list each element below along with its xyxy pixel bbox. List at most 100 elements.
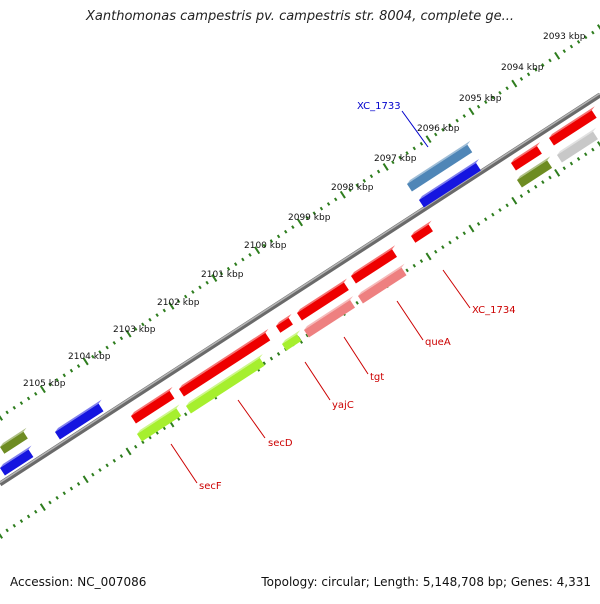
kbp-minor-tick — [319, 206, 324, 211]
kbp-minor-tick — [248, 253, 252, 257]
gene-yajc-top — [282, 330, 301, 344]
gene-olive-top — [0, 427, 27, 447]
kbp-minor-tick — [48, 382, 52, 387]
kbp-minor-tick — [262, 243, 266, 248]
kbp-minor-tick — [91, 354, 95, 359]
accession-text: Accession: NC_007086 — [10, 575, 147, 589]
kbp-minor-tick — [291, 225, 295, 230]
kbp-minor-tick — [405, 268, 409, 273]
kbp-label: 2096 kbp — [417, 124, 460, 134]
gene-label-secf[interactable]: secF — [199, 481, 222, 492]
kbp-label: 2098 kbp — [331, 183, 374, 193]
kbp-label: 2095 kbp — [459, 94, 502, 104]
kbp-major-tick — [254, 246, 261, 255]
kbp-minor-tick — [98, 350, 102, 355]
kbp-minor-tick — [112, 458, 116, 463]
kbp-minor-tick — [591, 30, 595, 35]
gene-quea-fwd-top — [351, 245, 396, 276]
gene-label-secd[interactable]: secD — [268, 438, 293, 449]
kbp-minor-tick — [462, 231, 466, 236]
kbp-minor-tick — [519, 194, 524, 198]
gene-label-tgt[interactable]: tgt — [370, 372, 384, 383]
kbp-minor-tick — [355, 300, 359, 305]
gene-blue-top — [0, 445, 32, 468]
kbp-minor-tick — [484, 217, 488, 222]
kbp-minor-tick — [541, 180, 545, 185]
gene-label-xc1734[interactable]: XC_1734 — [472, 305, 516, 316]
kbp-minor-tick — [284, 229, 288, 234]
kbp-minor-tick — [391, 160, 395, 165]
kbp-minor-tick — [562, 49, 566, 54]
gene-label-xc1733[interactable]: XC_1733 — [357, 101, 401, 112]
kbp-minor-tick — [455, 235, 459, 240]
kbp-minor-tick — [305, 333, 309, 338]
kbp-major-tick — [296, 218, 304, 227]
kbp-minor-tick — [491, 95, 495, 100]
kbp-minor-tick — [105, 463, 109, 468]
kbp-major-tick — [511, 196, 518, 205]
gene-red — [131, 390, 175, 424]
kbp-minor-tick — [505, 86, 509, 91]
kbp-minor-tick — [362, 178, 366, 183]
gene-xc1733-steel-top — [407, 140, 471, 184]
kbp-minor-tick — [219, 271, 224, 276]
gene-label-quea[interactable]: queA — [425, 337, 451, 348]
gene-features — [0, 106, 598, 476]
kbp-minor-tick — [241, 257, 245, 262]
kbp-minor-tick — [398, 155, 402, 160]
kbp-minor-tick — [276, 352, 281, 356]
kbp-minor-tick — [162, 308, 166, 313]
kbp-minor-tick — [498, 90, 502, 95]
gene-xc1733-steel — [407, 144, 473, 192]
kbp-minor-tick — [434, 249, 438, 254]
gene-grey-top — [557, 127, 597, 155]
kbp-major-tick — [39, 385, 46, 394]
kbp-minor-tick — [455, 118, 459, 123]
kbp-minor-tick — [441, 245, 445, 250]
kbp-minor-tick — [476, 104, 481, 109]
kbp-minor-tick — [405, 151, 409, 155]
kbp-minor-tick — [69, 368, 74, 373]
gene-xc1733 — [419, 162, 481, 208]
gene-xc1734-fwd — [411, 224, 433, 243]
leader-secf — [170, 443, 198, 484]
kbp-minor-tick — [5, 410, 9, 415]
kbp-minor-tick — [98, 468, 102, 472]
kbp-minor-tick — [269, 356, 274, 361]
gene-secd-lime-top — [186, 354, 263, 406]
kbp-major-tick — [0, 533, 4, 539]
kbp-major-tick — [468, 224, 475, 233]
gene-xc1733-top — [419, 158, 480, 200]
kbp-minor-tick — [141, 322, 145, 327]
leader-secd — [237, 399, 266, 439]
kbp-minor-tick — [119, 336, 124, 341]
gene-secf-top — [137, 404, 180, 434]
leader-quea — [396, 300, 424, 341]
kbp-minor-tick — [34, 509, 38, 514]
kbp-label: 2099 kbp — [288, 213, 331, 223]
kbp-label: 2102 kbp — [157, 298, 200, 308]
kbp-major-tick — [554, 168, 561, 177]
kbp-label: 2093 kbp — [543, 32, 586, 42]
kbp-minor-tick — [148, 317, 152, 322]
kbp-minor-tick — [491, 212, 495, 217]
kbp-minor-tick — [576, 157, 581, 161]
kbp-minor-tick — [519, 77, 524, 81]
kbp-major-tick — [468, 107, 475, 116]
kbp-minor-tick — [448, 123, 452, 128]
backbone-line — [0, 92, 600, 487]
gene-yajc-fwd — [276, 317, 293, 333]
kbp-minor-tick — [548, 175, 552, 180]
kbp-major-tick — [125, 447, 132, 456]
gene-label-yajc[interactable]: yajC — [332, 400, 354, 411]
gene-secd — [179, 332, 271, 397]
kbp-minor-tick — [569, 161, 574, 166]
kbp-major-tick — [425, 135, 432, 144]
kbp-major-tick — [0, 415, 4, 421]
kbp-minor-tick — [119, 454, 124, 458]
kbp-minor-tick — [276, 234, 281, 239]
kbp-minor-tick — [234, 262, 238, 267]
gene-xc1734-fwd-top — [411, 220, 432, 236]
kbp-minor-tick — [448, 240, 452, 245]
